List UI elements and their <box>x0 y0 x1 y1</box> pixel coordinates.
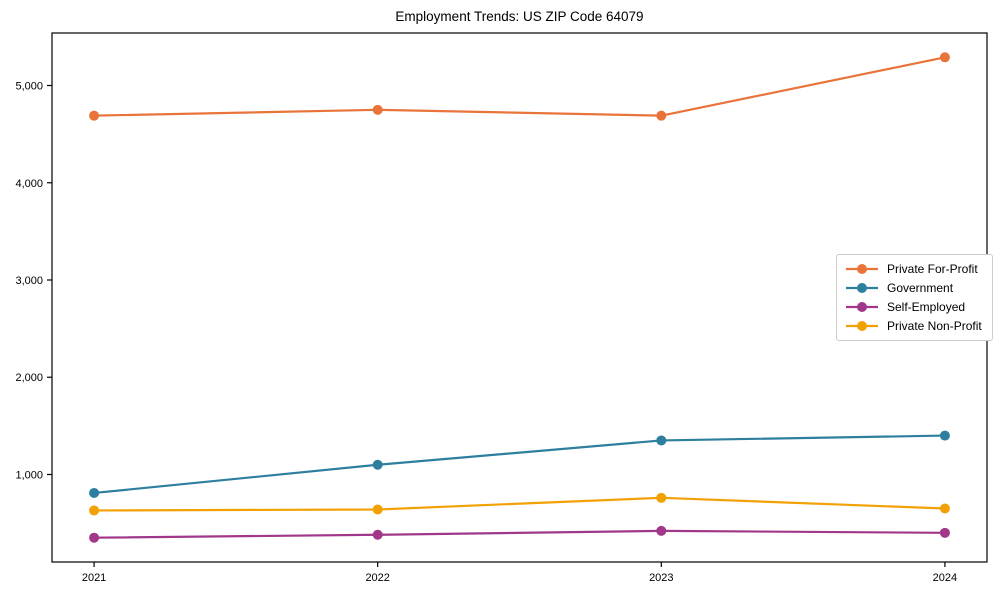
data-point <box>89 110 100 121</box>
y-tick-label: 4,000 <box>15 178 43 190</box>
legend-marker <box>857 264 867 274</box>
legend-item-private-for-profit: Private For-Profit <box>845 262 982 276</box>
data-point <box>372 459 383 470</box>
legend-item-government: Government <box>845 281 982 295</box>
series-line-private-for-profit <box>94 56 946 117</box>
legend-swatch <box>846 283 878 293</box>
data-point <box>656 492 667 503</box>
legend-marker <box>857 302 867 312</box>
y-tick-label: 1,000 <box>15 469 43 481</box>
series-line-government <box>93 434 945 495</box>
data-point <box>89 532 100 543</box>
legend-label: Government <box>887 281 954 295</box>
legend-marker <box>857 321 867 331</box>
data-point <box>939 52 950 63</box>
y-tick-label: 5,000 <box>15 81 43 93</box>
data-point <box>89 505 100 516</box>
legend-swatch <box>846 321 878 331</box>
x-tick-label: 2021 <box>82 572 106 584</box>
data-point <box>89 487 100 498</box>
legend-item-self-employed: Self-Employed <box>845 300 982 314</box>
series-line-private-non-profit <box>94 496 945 512</box>
chart-title: Employment Trends: US ZIP Code 64079 <box>395 9 644 24</box>
legend-label: Private Non-Profit <box>887 319 982 333</box>
legend-swatch <box>846 302 878 312</box>
data-point <box>656 435 667 446</box>
x-tick-label: 2022 <box>365 572 389 584</box>
data-point <box>939 527 950 538</box>
y-tick-label: 2,000 <box>15 372 43 384</box>
series-line-self-employed <box>94 529 945 539</box>
legend-item-private-non-profit: Private Non-Profit <box>845 319 982 333</box>
data-point <box>372 104 383 115</box>
x-tick-label: 2024 <box>933 572 957 584</box>
legend-label: Private For-Profit <box>887 262 978 276</box>
data-point <box>372 529 383 540</box>
data-point <box>939 503 950 514</box>
y-tick-label: 3,000 <box>15 275 43 287</box>
legend-label: Self-Employed <box>887 300 966 314</box>
data-point <box>372 504 383 515</box>
legend: Private For-Profit Government Self-Employe… <box>836 254 993 341</box>
data-point <box>656 110 667 121</box>
data-point <box>656 525 667 536</box>
x-tick-label: 2023 <box>649 572 673 584</box>
legend-swatch <box>846 264 878 274</box>
legend-marker <box>857 283 867 293</box>
data-point <box>939 430 950 441</box>
